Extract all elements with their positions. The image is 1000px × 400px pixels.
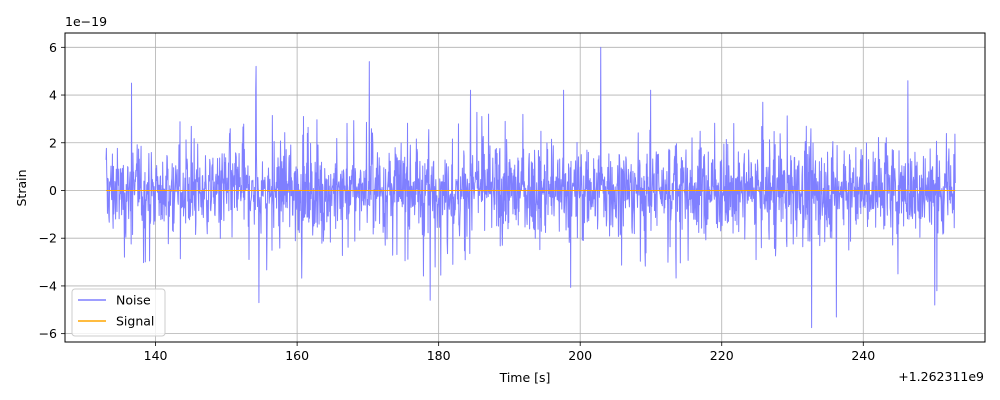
y-tick-label: 6 — [49, 40, 57, 55]
legend-noise-label: Noise — [116, 293, 151, 308]
y-tick-label: 2 — [49, 135, 57, 150]
noise-series-line — [105, 46, 956, 329]
x-tick-label: 180 — [427, 348, 451, 363]
x-tick-label: 140 — [144, 348, 168, 363]
legend-signal-label: Signal — [116, 314, 154, 329]
y-tick-label: −2 — [39, 231, 57, 246]
y-tick-label: −4 — [39, 278, 57, 293]
y-tick-label: 4 — [49, 88, 57, 103]
y-scale-label: 1e−19 — [65, 14, 107, 29]
x-tick-label: 160 — [285, 348, 309, 363]
legend: Noise Signal — [71, 288, 166, 337]
x-tick-label: 200 — [568, 348, 592, 363]
y-tick-label: −6 — [39, 326, 57, 341]
x-tick-label: 220 — [710, 348, 734, 363]
x-tick-label: 240 — [851, 348, 875, 363]
x-offset-label: +1.262311e9 — [898, 369, 984, 384]
plot-area — [105, 46, 956, 329]
x-axis-label: Time [s] — [499, 370, 551, 385]
axes-frame — [64, 32, 986, 343]
ticks: 140 160 180 200 220 240 −6 −4 −2 0 2 4 6 — [39, 40, 876, 363]
y-tick-label: 0 — [49, 183, 57, 198]
y-axis-label: Strain — [14, 169, 29, 206]
